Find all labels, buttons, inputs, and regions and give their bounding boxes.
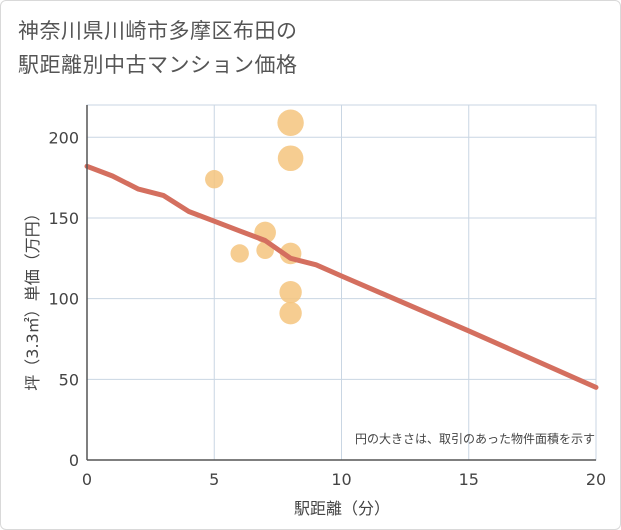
y-tick-label: 200 xyxy=(48,128,79,147)
trend-line xyxy=(84,163,599,390)
x-tick-label: 5 xyxy=(209,470,219,489)
x-tick-label: 10 xyxy=(331,470,351,489)
bubble-point xyxy=(205,170,224,189)
y-tick-label: 50 xyxy=(59,370,79,389)
bubble-point xyxy=(230,244,249,263)
bubbles xyxy=(205,109,304,325)
axes xyxy=(86,105,596,461)
title-line-2: 駅距離別中古マンション価格 xyxy=(18,53,298,77)
tick-labels: 0 50 100 150 200 0 5 10 15 20 xyxy=(48,128,606,489)
grid-lines xyxy=(86,104,597,461)
y-axis-label: 坪（3.3㎡）単価（万円） xyxy=(23,205,42,390)
x-axis-label: 駅距離（分） xyxy=(294,499,390,518)
chart-title: 神奈川県川崎市多摩区布田の 駅距離別中古マンション価格 xyxy=(18,14,298,82)
trend-line-group xyxy=(84,163,599,390)
y-tick-label: 0 xyxy=(69,451,79,470)
y-tick-label: 100 xyxy=(48,290,79,309)
x-tick-label: 0 xyxy=(82,470,92,489)
bubble-point xyxy=(277,145,304,172)
bubble-point xyxy=(279,301,302,325)
x-tick-label: 20 xyxy=(586,470,606,489)
x-tick-label: 15 xyxy=(459,470,479,489)
title-line-1: 神奈川県川崎市多摩区布田の xyxy=(18,19,298,43)
size-note: 円の大きさは、取引のあった物件面積を示す xyxy=(355,431,595,446)
bubble-point xyxy=(279,280,302,304)
bubble-point xyxy=(277,109,304,136)
y-tick-label: 150 xyxy=(48,209,79,228)
